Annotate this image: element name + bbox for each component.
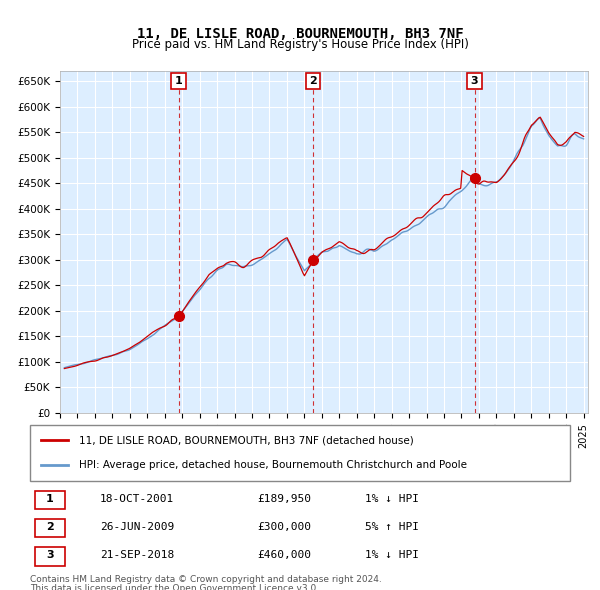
Text: This data is licensed under the Open Government Licence v3.0.: This data is licensed under the Open Gov…: [30, 584, 319, 590]
FancyBboxPatch shape: [30, 425, 570, 481]
Text: Contains HM Land Registry data © Crown copyright and database right 2024.: Contains HM Land Registry data © Crown c…: [30, 575, 382, 584]
Text: 26-JUN-2009: 26-JUN-2009: [100, 522, 175, 532]
Text: 1: 1: [175, 76, 182, 86]
Text: 2: 2: [46, 522, 54, 532]
Text: £189,950: £189,950: [257, 494, 311, 504]
Text: 1: 1: [46, 494, 54, 504]
Text: 2: 2: [309, 76, 317, 86]
FancyBboxPatch shape: [35, 548, 65, 566]
Text: 1% ↓ HPI: 1% ↓ HPI: [365, 494, 419, 504]
Text: 18-OCT-2001: 18-OCT-2001: [100, 494, 175, 504]
FancyBboxPatch shape: [35, 491, 65, 509]
Text: £300,000: £300,000: [257, 522, 311, 532]
Text: 3: 3: [46, 550, 54, 560]
Text: 5% ↑ HPI: 5% ↑ HPI: [365, 522, 419, 532]
Text: 11, DE LISLE ROAD, BOURNEMOUTH, BH3 7NF (detached house): 11, DE LISLE ROAD, BOURNEMOUTH, BH3 7NF …: [79, 435, 413, 445]
Text: 1% ↓ HPI: 1% ↓ HPI: [365, 550, 419, 560]
Text: 21-SEP-2018: 21-SEP-2018: [100, 550, 175, 560]
Text: 3: 3: [471, 76, 478, 86]
Text: HPI: Average price, detached house, Bournemouth Christchurch and Poole: HPI: Average price, detached house, Bour…: [79, 460, 467, 470]
Text: 11, DE LISLE ROAD, BOURNEMOUTH, BH3 7NF: 11, DE LISLE ROAD, BOURNEMOUTH, BH3 7NF: [137, 27, 463, 41]
Text: £460,000: £460,000: [257, 550, 311, 560]
Text: Price paid vs. HM Land Registry's House Price Index (HPI): Price paid vs. HM Land Registry's House …: [131, 38, 469, 51]
FancyBboxPatch shape: [35, 519, 65, 537]
